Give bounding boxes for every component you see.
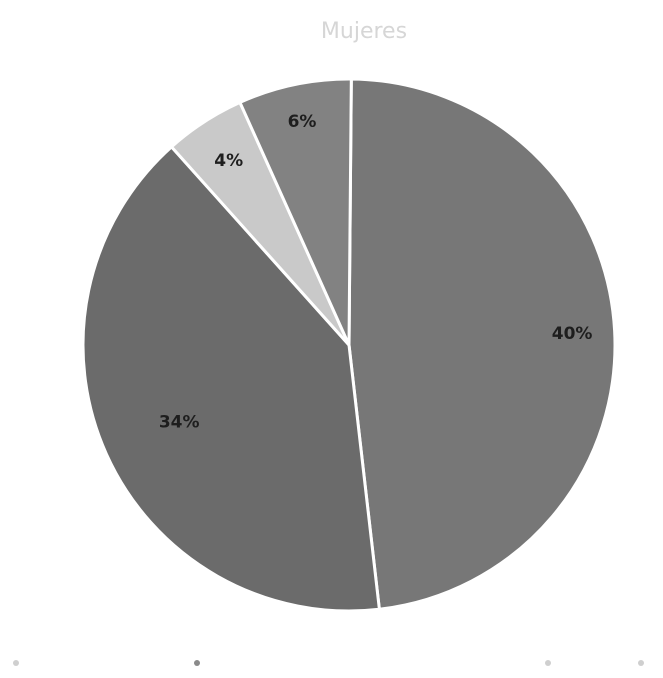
pie-slice-labels: 40% 34% 4% 6% [159, 112, 593, 432]
pie-slices [81, 77, 617, 613]
slice-label-1: 40% [552, 324, 593, 344]
legend-marker-3 [545, 660, 551, 666]
legend [13, 660, 644, 666]
pie-slice-2 [81, 145, 381, 613]
legend-marker-4 [638, 660, 644, 666]
legend-marker-1 [13, 660, 19, 666]
pie-slice-4 [238, 77, 353, 347]
slice-label-2: 34% [159, 412, 200, 432]
slice-label-4: 6% [288, 112, 317, 132]
legend-marker-2 [194, 660, 200, 666]
pie-slice-1 [347, 77, 617, 611]
chart-title: Mujeres [321, 19, 407, 44]
slice-label-3: 4% [214, 151, 243, 171]
